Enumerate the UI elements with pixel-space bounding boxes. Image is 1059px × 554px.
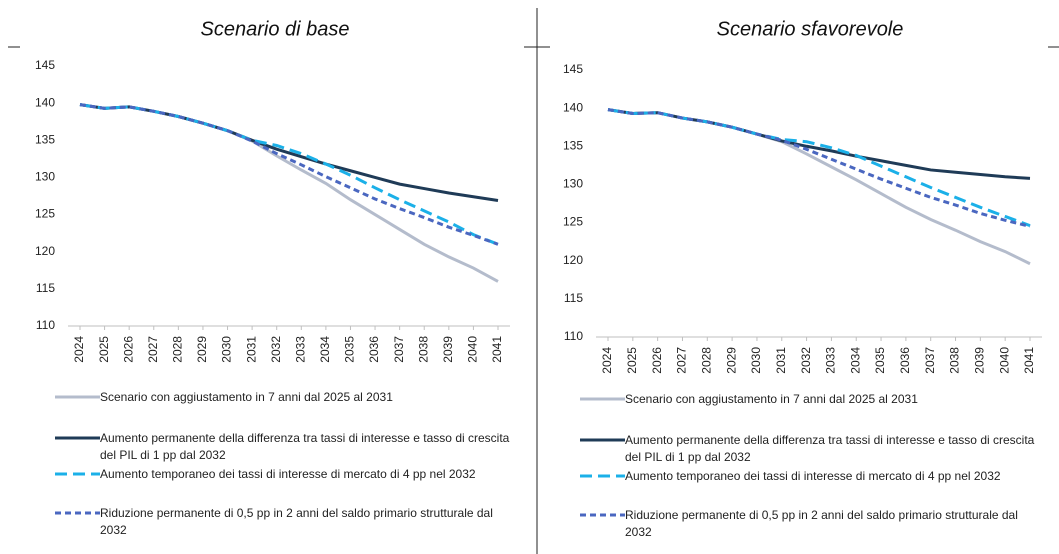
x-tick-label: 2030 (749, 347, 763, 374)
x-tick-label: 2036 (898, 347, 912, 374)
x-tick-label: 2035 (873, 347, 887, 374)
x-tick-label: 2034 (848, 347, 862, 374)
x-tick-label: 2026 (121, 336, 135, 363)
y-tick-label: 135 (35, 132, 55, 146)
y-tick-label: 145 (35, 58, 55, 72)
x-tick-label: 2034 (318, 336, 332, 363)
x-tick-label: 2035 (343, 336, 357, 363)
x-tick-label: 2039 (441, 336, 455, 363)
line-series (607, 108, 1031, 228)
x-tick-label: 2033 (824, 347, 838, 374)
x-tick-label: 2041 (1022, 347, 1036, 374)
line-series (79, 103, 499, 283)
legend-label: Riduzione permanente di 0,5 pp in 2 anni… (100, 506, 493, 537)
y-tick-label: 140 (35, 95, 55, 109)
legend-label: Aumento permanente della differenza tra … (625, 433, 1035, 464)
y-tick-label: 130 (563, 177, 583, 191)
chart-title: Scenario sfavorevole (717, 18, 904, 40)
line-series (79, 103, 499, 246)
y-tick-label: 110 (564, 329, 583, 343)
x-tick-label: 2038 (416, 336, 430, 363)
x-tick-label: 2027 (146, 336, 160, 363)
y-tick-label: 140 (563, 100, 583, 114)
x-tick-label: 2026 (650, 347, 664, 374)
y-tick-label: 120 (563, 253, 583, 267)
line-series (607, 108, 1031, 228)
y-tick-label: 115 (564, 291, 583, 305)
y-tick-label: 110 (36, 318, 55, 332)
legend-label: Aumento temporaneo dei tassi di interess… (625, 469, 1001, 483)
x-tick-label: 2040 (997, 347, 1011, 374)
chart-title: Scenario di base (201, 18, 350, 40)
x-tick-label: 2032 (269, 336, 283, 363)
x-tick-label: 2028 (699, 347, 713, 374)
legend-label: Scenario con aggiustamento in 7 anni dal… (625, 392, 918, 406)
x-tick-label: 2025 (97, 336, 111, 363)
legend-label: Aumento temporaneo dei tassi di interess… (100, 467, 476, 481)
line-series (607, 108, 1031, 180)
line-series (79, 103, 499, 246)
y-tick-label: 135 (563, 138, 583, 152)
x-tick-label: 2041 (490, 336, 504, 363)
x-tick-label: 2030 (220, 336, 234, 363)
legend-label: Scenario con aggiustamento in 7 anni dal… (100, 390, 393, 404)
x-tick-label: 2037 (392, 336, 406, 363)
y-tick-label: 145 (563, 62, 583, 76)
x-tick-label: 2027 (675, 347, 689, 374)
x-tick-label: 2036 (367, 336, 381, 363)
legend-label: Riduzione permanente di 0,5 pp in 2 anni… (625, 508, 1018, 539)
x-tick-label: 2038 (948, 347, 962, 374)
x-tick-label: 2031 (244, 336, 258, 363)
x-tick-label: 2029 (724, 347, 738, 374)
line-series (79, 103, 499, 202)
y-tick-label: 125 (563, 215, 583, 229)
x-tick-label: 2031 (774, 347, 788, 374)
x-tick-label: 2032 (799, 347, 813, 374)
x-tick-label: 2033 (293, 336, 307, 363)
legend-label: Aumento permanente della differenza tra … (100, 431, 510, 462)
x-tick-label: 2039 (973, 347, 987, 374)
x-tick-label: 2024 (72, 336, 86, 363)
line-series (607, 108, 1031, 266)
x-tick-label: 2040 (466, 336, 480, 363)
x-tick-label: 2025 (625, 347, 639, 374)
x-tick-label: 2029 (195, 336, 209, 363)
x-tick-label: 2024 (600, 347, 614, 374)
y-tick-label: 115 (36, 281, 55, 295)
y-tick-label: 130 (35, 170, 55, 184)
x-tick-label: 2037 (923, 347, 937, 374)
y-tick-label: 120 (35, 244, 55, 258)
x-tick-label: 2028 (171, 336, 185, 363)
y-tick-label: 125 (35, 207, 55, 221)
